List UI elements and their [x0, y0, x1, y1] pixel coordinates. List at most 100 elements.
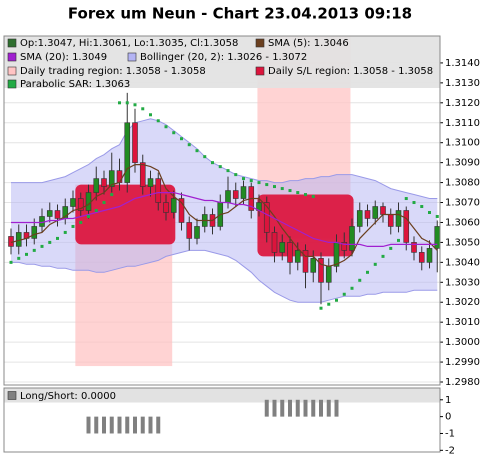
sar-dot: [71, 224, 75, 228]
candle-body: [403, 210, 410, 243]
candle-body: [434, 226, 440, 249]
candle-body: [124, 122, 131, 183]
sar-dot: [242, 177, 245, 181]
y-tick-label: 1.3080: [445, 178, 480, 189]
sar-dot: [102, 201, 106, 205]
candle-body: [155, 178, 162, 203]
legend-swatch: [255, 66, 265, 76]
legend-swatch: [255, 38, 265, 48]
y-tick-label: 1.3060: [445, 217, 480, 228]
candle-body: [54, 210, 61, 219]
candle-body: [85, 192, 92, 211]
candle-body: [418, 252, 425, 263]
sar-dot: [373, 262, 377, 266]
sar-dot: [40, 244, 44, 248]
candle-body: [178, 198, 185, 223]
sar-dot: [133, 103, 137, 107]
sar-dot: [156, 119, 160, 123]
bar: [319, 399, 323, 417]
bar: [288, 399, 292, 417]
y-tick-label: 1.3130: [445, 78, 480, 89]
sar-dot: [218, 165, 222, 169]
candle-body: [70, 198, 76, 207]
sar-dot: [141, 107, 145, 111]
plot-border: [3, 35, 441, 386]
bar: [102, 416, 106, 434]
candle-body: [411, 242, 417, 253]
sar-dot: [94, 209, 98, 212]
y-tick-label: 1.3110: [445, 118, 480, 129]
sar-dot: [319, 306, 323, 310]
region: [257, 194, 354, 257]
y-tick-label: 1: [445, 395, 451, 406]
sar-dot: [311, 195, 315, 199]
chart-title: Forex um Neun - Chart 23.04.2013 09:18: [68, 5, 412, 23]
candle-body: [395, 210, 402, 227]
sar-dot: [288, 189, 292, 193]
y-tick-label: -2: [445, 445, 455, 456]
sar-dot: [381, 254, 385, 258]
legend-label: Long/Short: 0.0000: [20, 391, 116, 402]
y-tick-label: -1: [445, 428, 455, 439]
bar: [264, 399, 269, 417]
sar-dot: [350, 286, 354, 290]
sar-dot: [304, 193, 307, 197]
candle-body: [287, 242, 293, 263]
sar-dot: [404, 197, 408, 201]
y-tick-label: 1.3140: [445, 58, 480, 69]
legend-swatch: [7, 52, 17, 62]
bar: [156, 416, 161, 434]
legend-label: Bollinger (20, 2): 1.3026 - 1.3072: [140, 52, 307, 63]
sar-dot: [366, 270, 369, 274]
candle-body: [364, 210, 371, 219]
bar: [94, 416, 99, 434]
legend-swatch: [7, 66, 17, 76]
y-tick-label: 1.3090: [445, 158, 480, 169]
sar-dot: [32, 248, 36, 252]
candle-body: [77, 198, 84, 211]
sar-dot: [180, 137, 183, 141]
sar-dot: [428, 210, 431, 214]
sma-line: [11, 192, 438, 247]
sar-dot: [435, 214, 439, 218]
panel-legend-box: [4, 388, 440, 403]
candle-body: [93, 178, 100, 193]
candle-body: [108, 170, 115, 187]
sar-dot: [265, 183, 269, 187]
candle-body: [240, 186, 247, 199]
bar: [117, 416, 122, 434]
candle-body: [310, 258, 317, 273]
sar-dot: [280, 187, 284, 191]
bar: [311, 399, 316, 417]
sar-dot: [149, 113, 152, 117]
legend-swatch: [127, 52, 137, 62]
plot: [4, 36, 440, 385]
candle-body: [263, 202, 270, 233]
sar-dot: [164, 125, 168, 129]
sar-dot: [203, 155, 207, 159]
sar-dot: [327, 302, 331, 306]
sar-dot: [273, 185, 276, 189]
sar-dot: [397, 238, 400, 242]
bar: [295, 399, 300, 417]
y-tick-label: 1.3000: [445, 337, 480, 348]
candle-body: [294, 250, 301, 263]
candle-body: [139, 162, 146, 187]
candle-body: [325, 266, 332, 283]
legend-label: Parabolic SAR: 1.3063: [20, 79, 130, 90]
candle-body: [341, 242, 348, 251]
legend-swatch: [7, 391, 17, 400]
sar-dot: [234, 173, 238, 177]
sar-dot: [420, 205, 424, 209]
y-tick-label: 0: [445, 412, 451, 423]
legend-label: SMA (5): 1.3046: [268, 38, 349, 49]
candle-body: [194, 226, 200, 239]
legend-label: Daily trading region: 1.3058 - 1.3058: [20, 66, 206, 77]
bollinger-upper: [11, 118, 438, 199]
candle-body: [356, 210, 363, 227]
sar-dot: [172, 131, 176, 135]
sar-dot: [110, 193, 114, 197]
y-tick-label: 1.3120: [445, 98, 480, 109]
